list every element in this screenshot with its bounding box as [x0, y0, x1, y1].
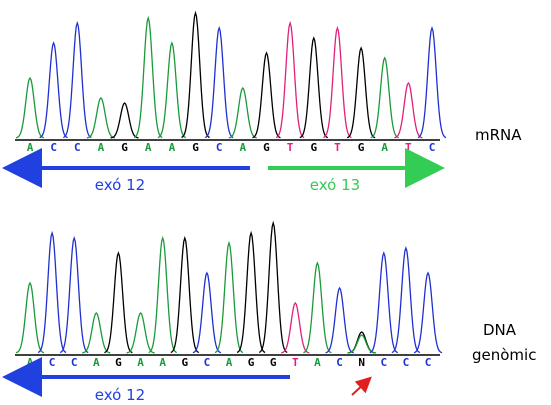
base-call: C: [74, 141, 81, 154]
trace-peak: [193, 273, 221, 353]
base-call: G: [310, 141, 317, 154]
panel-label: genòmic: [472, 346, 536, 364]
base-call: G: [358, 141, 365, 154]
base-call: T: [334, 141, 341, 154]
trace-peak: [259, 223, 287, 353]
exon-label: exó 12: [95, 386, 145, 404]
trace-peak: [326, 288, 354, 353]
trace-peak: [127, 313, 155, 353]
trace-peak: [60, 238, 88, 353]
base-call: G: [121, 141, 128, 154]
base-call: A: [226, 356, 233, 369]
base-call: T: [405, 141, 412, 154]
base-call: C: [50, 141, 57, 154]
trace-peak: [111, 103, 139, 138]
base-call: C: [425, 356, 432, 369]
trace-peak: [276, 23, 304, 138]
trace-peak: [63, 23, 91, 138]
base-call: C: [204, 356, 211, 369]
base-call: A: [381, 141, 388, 154]
chromatogram-figure: A C C A G A A G C A G T G T G A T C A C C A G A A G C A G G T A C N C C C e…: [0, 0, 551, 405]
trace-peak: [16, 283, 44, 353]
exon-label: exó 13: [310, 176, 360, 194]
trace-peak: [253, 53, 281, 138]
base-call: G: [181, 356, 188, 369]
panel-label: DNA: [483, 321, 517, 339]
base-call: C: [71, 356, 78, 369]
base-call: A: [159, 356, 166, 369]
trace-peak: [414, 273, 442, 353]
base-call: C: [429, 141, 436, 154]
base-call: C: [216, 141, 223, 154]
base-call: C: [380, 356, 387, 369]
trace-peak: [158, 43, 186, 138]
base-call: A: [145, 141, 152, 154]
base-call: A: [240, 141, 247, 154]
trace-peak: [16, 78, 44, 138]
trace-peak: [82, 313, 110, 353]
base-call: A: [27, 141, 34, 154]
base-call: A: [98, 141, 105, 154]
trace-peak: [87, 98, 115, 138]
trace-peak: [323, 28, 351, 138]
base-call: A: [169, 141, 176, 154]
trace-peak: [418, 28, 446, 138]
base-call: A: [93, 356, 100, 369]
base-call: C: [403, 356, 410, 369]
base-call: G: [263, 141, 270, 154]
base-call: G: [115, 356, 122, 369]
trace-peak: [281, 303, 309, 353]
base-call: A: [27, 356, 34, 369]
trace-peak: [104, 253, 132, 353]
mutation-arrow: [352, 382, 366, 395]
trace-peak: [38, 233, 66, 353]
trace-peak: [182, 13, 210, 138]
trace-peak: [171, 238, 199, 353]
exon-label: exó 12: [95, 176, 145, 194]
trace-peak: [215, 243, 243, 353]
trace-peak: [348, 335, 376, 353]
trace-peak: [303, 263, 331, 353]
base-call: T: [292, 356, 299, 369]
trace-peak: [347, 48, 375, 138]
base-call: G: [270, 356, 277, 369]
trace-peak: [394, 83, 422, 138]
trace-peak: [40, 43, 68, 138]
trace-peak: [229, 88, 257, 138]
trace-peak: [149, 238, 177, 353]
panel-label: mRNA: [475, 126, 522, 144]
trace-peak: [300, 38, 328, 138]
base-call: C: [336, 356, 343, 369]
trace-peak: [370, 253, 398, 353]
base-call: G: [192, 141, 199, 154]
trace-peak: [237, 233, 265, 353]
base-call: G: [248, 356, 255, 369]
base-call: T: [287, 141, 294, 154]
trace-peak: [371, 58, 399, 138]
base-call: A: [314, 356, 321, 369]
trace-peak: [134, 18, 162, 138]
trace-peak: [392, 248, 420, 353]
base-call: A: [137, 356, 144, 369]
trace-peak: [205, 28, 233, 138]
base-call: N: [358, 356, 365, 369]
base-call: C: [49, 356, 56, 369]
